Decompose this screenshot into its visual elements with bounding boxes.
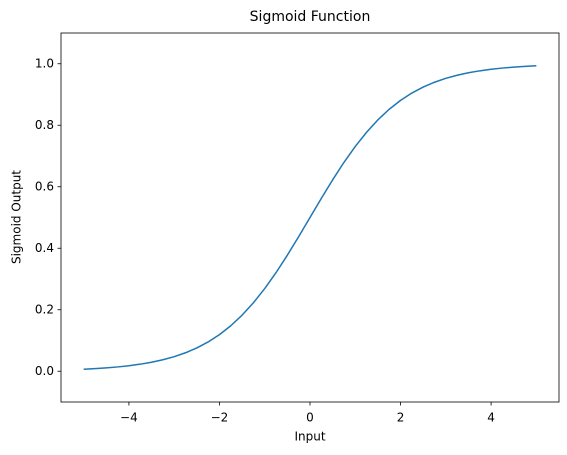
x-axis-label: Input bbox=[294, 430, 325, 444]
y-tick-label: 0.0 bbox=[35, 364, 54, 378]
chart-title: Sigmoid Function bbox=[250, 9, 371, 25]
y-tick-label: 0.4 bbox=[35, 241, 54, 255]
y-axis-label: Sigmoid Output bbox=[10, 170, 24, 264]
x-tick-label: −2 bbox=[211, 411, 229, 425]
x-tick-label: 2 bbox=[397, 411, 405, 425]
line bbox=[83, 65, 537, 370]
x-tick-label: −4 bbox=[120, 411, 138, 425]
y-tick-label: 0.8 bbox=[35, 118, 54, 132]
y-tick-label: 0.6 bbox=[35, 179, 54, 193]
x-tick-label: 4 bbox=[487, 411, 495, 425]
x-tick-label: 0 bbox=[306, 411, 314, 425]
y-tick-label: 1.0 bbox=[35, 56, 54, 70]
y-tick-label: 0.2 bbox=[35, 302, 54, 316]
